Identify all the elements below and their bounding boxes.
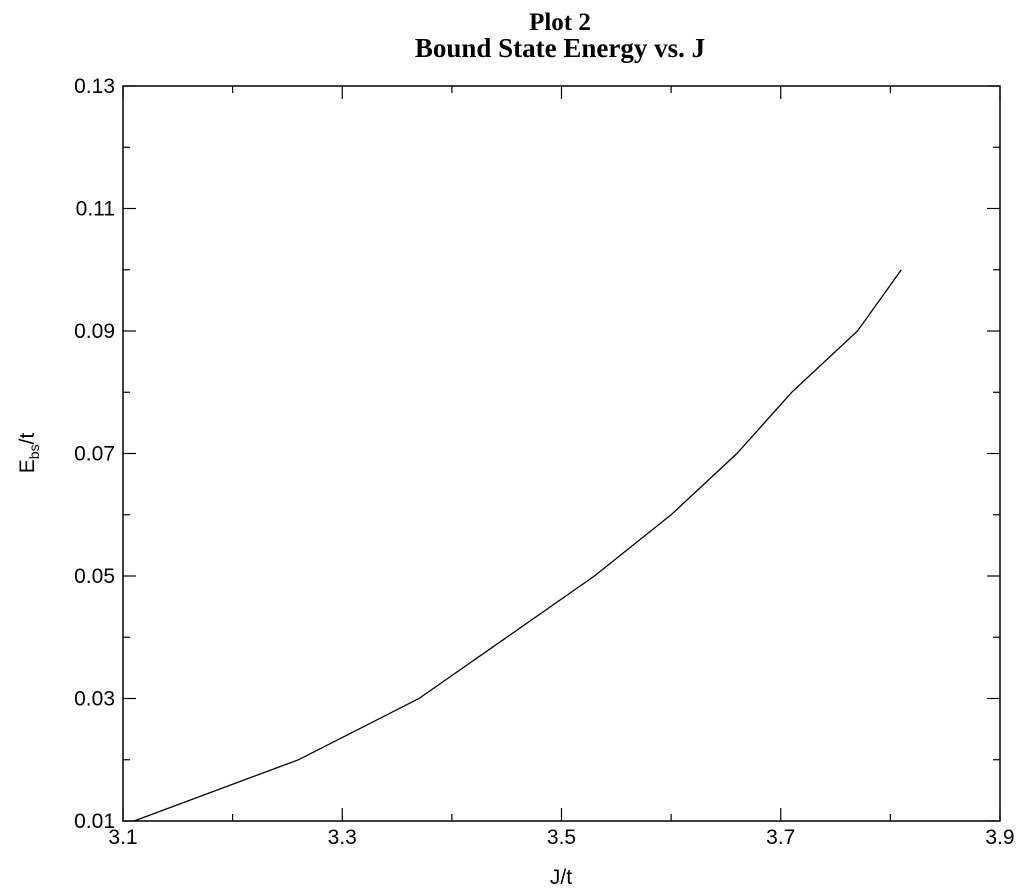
y-tick-labels: 0.01 0.03 0.05 0.07 0.09 0.11 0.13: [74, 75, 115, 833]
chart-title-line1: Plot 2: [529, 9, 591, 36]
y-axis-label-tail: /t: [16, 433, 39, 445]
y-tick-label: 0.09: [74, 320, 115, 343]
x-tick-labels: 3.1 3.3 3.5 3.7 3.9: [108, 826, 1014, 849]
y-axis-label: Ebs/t: [16, 433, 42, 474]
x-axis-label: J/t: [550, 866, 572, 889]
y-axis-label-subscript: bs: [26, 444, 42, 459]
axis-ticks: [122, 85, 1001, 822]
y-tick-label: 0.01: [74, 810, 115, 833]
y-tick-label: 0.07: [74, 443, 115, 466]
x-tick-label: 3.5: [547, 826, 576, 849]
y-tick-label: 0.03: [74, 688, 115, 711]
plot-frame: [122, 85, 1001, 822]
x-tick-label: 3.7: [766, 826, 795, 849]
chart-title-line2: Bound State Energy vs. J: [415, 33, 705, 63]
x-tick-label: 3.1: [108, 826, 137, 849]
x-tick-label: 3.9: [985, 826, 1014, 849]
y-tick-label: 0.13: [74, 75, 115, 98]
y-axis-label-main: E: [16, 459, 39, 473]
y-tick-label: 0.05: [74, 565, 115, 588]
x-tick-label: 3.3: [328, 826, 357, 849]
y-tick-label: 0.11: [76, 198, 115, 221]
series-line: [133, 269, 902, 822]
